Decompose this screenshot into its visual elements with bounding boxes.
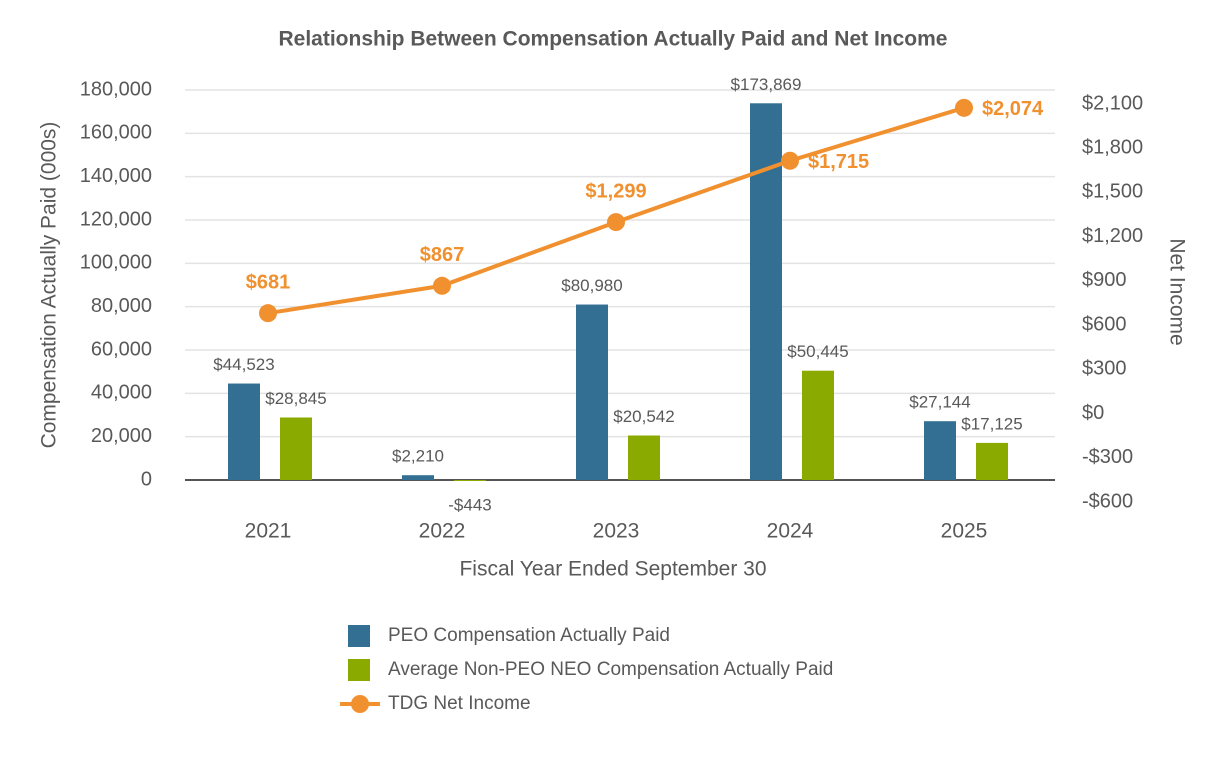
y-tick-label: 80,000: [91, 295, 152, 317]
y2-tick-label: $1,800: [1082, 137, 1143, 159]
y2-axis-title: Net Income: [1165, 238, 1188, 345]
legend-swatch: [348, 625, 370, 647]
legend-swatch: [348, 659, 370, 681]
data-label: $17,125: [961, 414, 1022, 433]
y2-tick-label: $1,500: [1082, 181, 1143, 203]
x-tick-label: 2022: [419, 520, 466, 543]
data-label: $44,523: [213, 355, 274, 374]
y2-tick-label: -$600: [1082, 490, 1133, 512]
legend-label: PEO Compensation Actually Paid: [388, 625, 670, 646]
x-tick-label: 2025: [941, 520, 988, 543]
line-marker: [955, 98, 973, 117]
line-label: $867: [420, 244, 465, 266]
y2-tick-label: $300: [1082, 358, 1127, 380]
line-label: $1,715: [808, 151, 869, 173]
data-label: $2,210: [392, 447, 444, 466]
bar: [924, 421, 956, 480]
y-tick-label: 160,000: [80, 122, 152, 144]
bar: [628, 435, 660, 480]
data-label: $173,869: [731, 75, 802, 94]
legend-label: Average Non-PEO NEO Compensation Actuall…: [388, 659, 833, 680]
chart-title: Relationship Between Compensation Actual…: [278, 28, 947, 51]
line-marker: [259, 304, 277, 323]
y-tick-label: 140,000: [80, 165, 152, 187]
y2-tick-label: $600: [1082, 313, 1127, 335]
legend-label: TDG Net Income: [388, 693, 531, 714]
bar: [280, 417, 312, 480]
y-tick-label: 100,000: [80, 252, 152, 274]
line-marker: [607, 213, 625, 232]
y2-tick-label: $2,100: [1082, 92, 1143, 114]
bar: [802, 370, 834, 480]
bar: [576, 304, 608, 480]
y-tick-label: 40,000: [91, 382, 152, 404]
legend-swatch: [351, 695, 369, 713]
bar: [750, 103, 782, 480]
line-marker: [433, 276, 451, 295]
data-label: -$443: [448, 495, 491, 514]
data-label: $80,980: [561, 276, 622, 295]
y2-tick-label: $1,200: [1082, 225, 1143, 247]
y-tick-label: 180,000: [80, 78, 152, 100]
line-label: $681: [246, 271, 291, 293]
y2-tick-label: $0: [1082, 402, 1104, 424]
data-label: $50,445: [787, 342, 848, 361]
y2-tick-label: $900: [1082, 269, 1127, 291]
line-label: $2,074: [982, 98, 1044, 120]
y-axis-title: Compensation Actually Paid (000s): [38, 122, 61, 449]
y-tick-label: 0: [141, 468, 152, 490]
bar: [976, 442, 1008, 480]
y-tick-label: 120,000: [80, 208, 152, 230]
data-label: $20,542: [613, 407, 674, 426]
data-label: $27,144: [909, 393, 970, 412]
line-label: $1,299: [585, 180, 646, 202]
line-marker: [781, 151, 799, 170]
bar: [228, 383, 260, 480]
data-label: $28,845: [265, 389, 326, 408]
x-tick-label: 2021: [245, 520, 292, 543]
x-tick-label: 2024: [767, 520, 814, 543]
y-tick-label: 60,000: [91, 338, 152, 360]
bar: [402, 475, 434, 480]
x-axis-title: Fiscal Year Ended September 30: [459, 558, 766, 581]
y-tick-label: 20,000: [91, 425, 152, 447]
bar: [454, 480, 486, 481]
x-tick-label: 2023: [593, 520, 640, 543]
y2-tick-label: -$300: [1082, 446, 1133, 468]
